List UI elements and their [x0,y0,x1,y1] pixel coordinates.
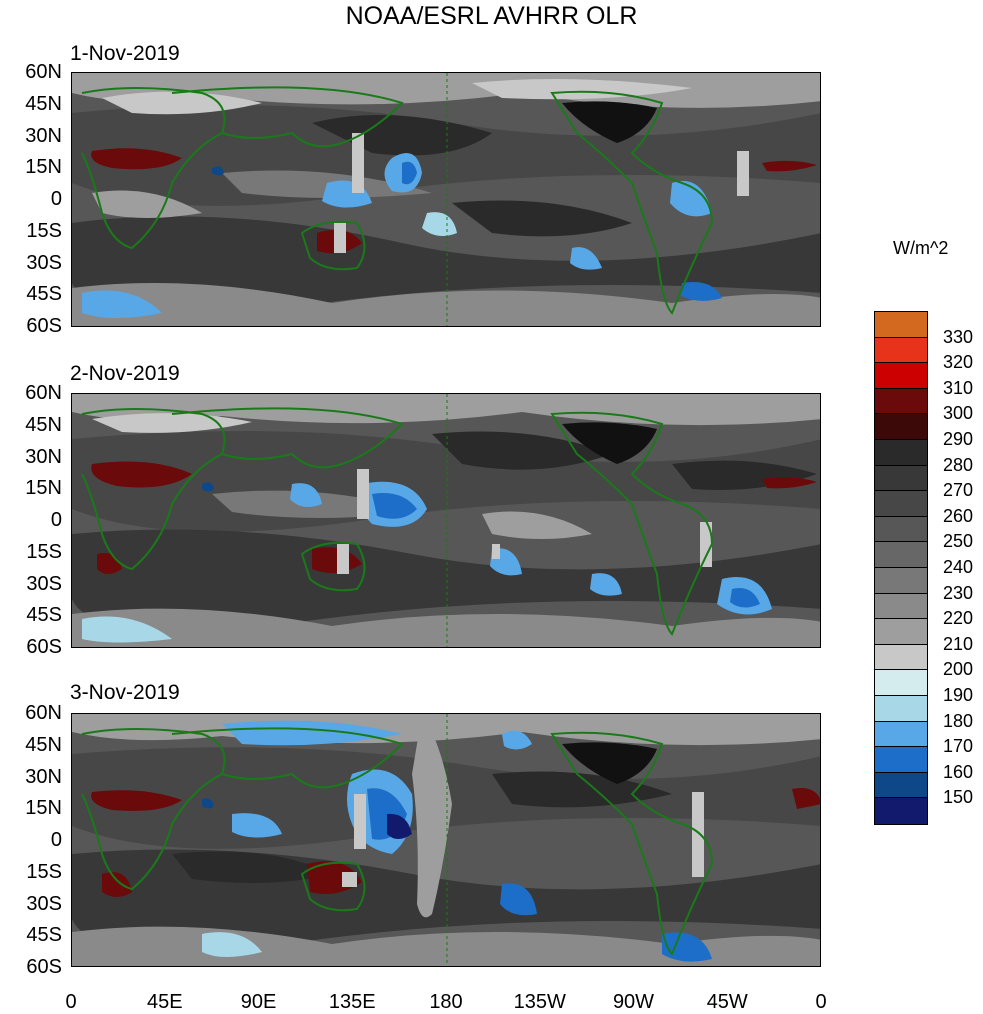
lat-tick-label: 30N [25,765,62,788]
lon-tick-label: 0 [815,991,827,1013]
panel-2-date: 2-Nov-2019 [70,362,180,385]
colorbar-level-label: 330 [943,326,974,347]
colorbar-swatch [875,491,927,517]
lat-tick-label: 15N [25,156,62,179]
colorbar-level-label: 240 [943,557,974,577]
colorbar-level-label: 210 [943,633,974,654]
lat-tick-label: 60N [25,382,62,404]
colorbar-swatch [875,772,927,799]
olr-field-2 [72,394,820,647]
lat-tick-label: 30S [26,572,62,595]
lon-tick-label: 135E [328,991,376,1013]
colorbar-level-label: 180 [943,710,974,731]
lat-tick-label: 60S [26,636,62,658]
colorbar-level-label: 280 [943,454,974,475]
colorbar-level-label: 190 [943,685,974,705]
lat-tick-label: 15S [26,860,62,883]
lon-tick-label: 90E [240,991,277,1013]
colorbar-swatch [875,798,927,824]
lat-tick-label: 15S [26,540,62,563]
map-panel-3 [71,713,821,967]
colorbar-level-label: 320 [943,352,974,373]
colorbar-swatch [875,721,927,748]
colorbar-swatch [875,465,927,492]
lat-tick-label: 30S [26,892,62,915]
lon-tick-label: 45E [146,991,183,1013]
colorbar-level-label: 310 [943,377,974,398]
colorbar-level-label: 150 [943,787,974,808]
colorbar [874,311,928,825]
colorbar-swatch [875,567,927,594]
lat-tick-label: 0 [50,188,62,210]
lon-tick-label: 0 [65,991,77,1013]
colorbar-swatch [875,619,927,645]
lat-tick-label: 30N [25,124,62,147]
lat-tick-label: 30N [25,445,62,468]
lat-tick-label: 60S [26,315,62,337]
map-panel-2 [71,393,821,648]
colorbar-swatch [875,542,927,568]
colorbar-swatch [875,516,927,543]
olr-field-1 [72,73,820,326]
lat-tick-label: 60N [25,702,62,724]
lat-tick-label: 45N [25,733,62,756]
lat-tick-label: 60N [25,61,62,83]
colorbar-swatch [875,337,927,364]
lat-tick-label: 45N [25,92,62,115]
lat-tick-label: 15S [26,219,62,242]
colorbar-level-label: 170 [943,736,974,757]
colorbar-swatch [875,695,927,722]
colorbar-level-label: 200 [943,659,974,680]
lon-tick-label: 90W [612,991,655,1013]
colorbar-swatch [875,670,927,696]
lon-tick-label: 135W [513,991,566,1013]
panel-1-date: 1-Nov-2019 [70,42,180,65]
figure-title: NOAA/ESRL AVHRR OLR [345,2,638,30]
lat-tick-label: 30S [26,251,62,274]
colorbar-level-label: 270 [943,480,974,501]
panel-3-date: 3-Nov-2019 [70,681,180,704]
olr-field-3 [72,714,820,966]
colorbar-swatch [875,747,927,773]
lat-tick-label: 45S [26,283,62,306]
colorbar-level-label: 230 [943,582,974,603]
colorbar-swatch [875,388,927,415]
colorbar-level-label: 300 [943,403,974,424]
lon-tick-label: 45W [706,991,748,1013]
colorbar-swatch [875,363,927,389]
colorbar-swatch [875,414,927,440]
colorbar-units: W/m^2 [893,238,949,258]
lat-tick-label: 60S [26,956,62,978]
colorbar-level-label: 220 [943,608,974,629]
colorbar-swatch [875,312,927,338]
colorbar-swatch [875,439,927,466]
colorbar-level-label: 290 [943,429,974,449]
lat-tick-label: 0 [50,829,62,851]
map-panel-1 [71,72,821,327]
lat-tick-label: 0 [50,509,62,531]
colorbar-level-label: 160 [943,761,974,782]
lat-tick-label: 45S [26,604,62,627]
lat-tick-label: 45N [25,413,62,436]
colorbar-level-label: 250 [943,531,974,552]
colorbar-level-label: 260 [943,505,974,526]
colorbar-swatch [875,644,927,671]
lon-tick-label: 180 [429,991,463,1013]
colorbar-swatch [875,593,927,620]
lat-tick-label: 45S [26,924,62,947]
lat-tick-label: 15N [25,797,62,820]
lat-tick-label: 15N [25,477,62,500]
